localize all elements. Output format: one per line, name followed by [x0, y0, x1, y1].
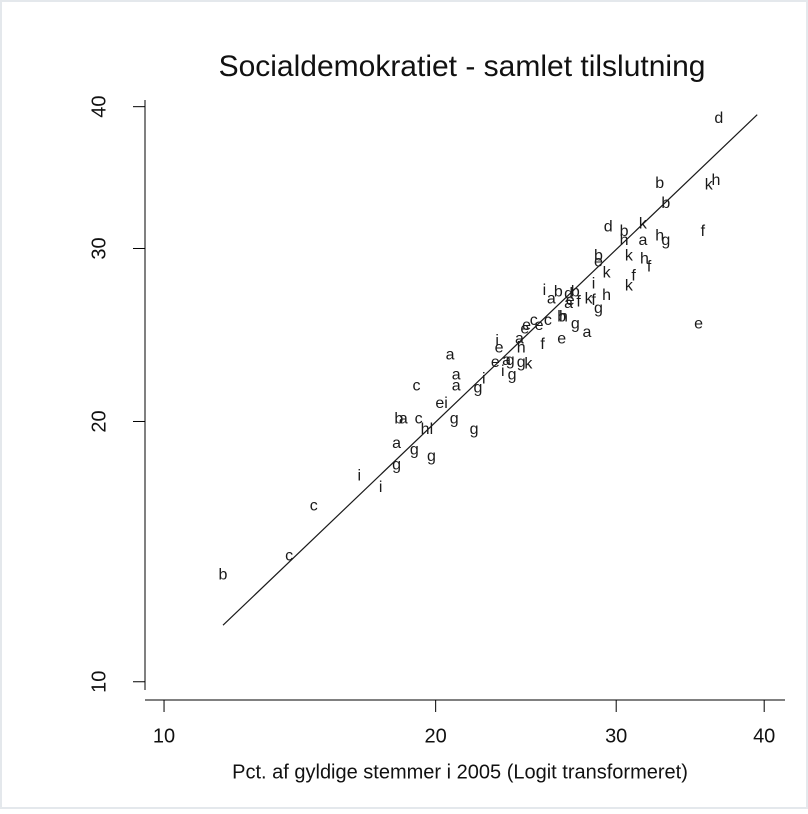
- point-label: a: [452, 378, 461, 395]
- point-label: a: [515, 331, 524, 348]
- point-label: c: [544, 312, 552, 329]
- point-label: a: [392, 435, 401, 452]
- point-label: g: [470, 421, 479, 438]
- point-label: a: [452, 367, 461, 384]
- point-label: g: [474, 380, 483, 397]
- point-label: c: [310, 498, 318, 515]
- point-label: a: [564, 295, 573, 312]
- point-label: a: [399, 411, 408, 428]
- point-label: h: [712, 172, 721, 189]
- point-label: f: [631, 268, 636, 285]
- point-label: f: [576, 294, 581, 311]
- point-label: a: [583, 324, 592, 341]
- x-tick-label: 10: [153, 725, 175, 747]
- point-label: e: [557, 331, 566, 348]
- point-label: a: [502, 352, 511, 369]
- point-label: d: [564, 285, 573, 302]
- point-label: h: [620, 232, 629, 249]
- point-label: i: [444, 395, 448, 412]
- point-label: e: [535, 317, 544, 334]
- point-label: b: [655, 175, 664, 192]
- point-label: h: [655, 228, 664, 245]
- point-label: k: [625, 247, 634, 264]
- point-label: g: [506, 352, 515, 369]
- chart-title: Socialdemokratiet - samlet tilslutning: [219, 50, 706, 83]
- point-label: e: [491, 354, 500, 371]
- point-label: g: [450, 411, 459, 428]
- point-label: k: [705, 176, 714, 193]
- point-label: g: [517, 354, 526, 371]
- point-label: f: [647, 258, 652, 275]
- point-label: i: [379, 479, 383, 496]
- point-label: b: [394, 411, 403, 428]
- point-label: b: [557, 308, 566, 325]
- y-tick-label: 20: [88, 410, 110, 432]
- point-label: g: [410, 442, 419, 459]
- point-label: b: [661, 195, 670, 212]
- point-label: h: [640, 250, 649, 267]
- point-label: k: [524, 356, 533, 373]
- point-label: f: [701, 223, 706, 240]
- point-label: g: [508, 367, 517, 384]
- point-label: c: [530, 312, 538, 329]
- point-label: i: [501, 363, 505, 380]
- point-label: d: [604, 219, 613, 236]
- point-label: i: [482, 370, 486, 387]
- point-label: e: [694, 315, 703, 332]
- point-label: f: [591, 292, 596, 309]
- point-label: g: [427, 448, 436, 465]
- point-label: b: [571, 284, 580, 301]
- point-label: a: [446, 347, 455, 364]
- point-label: e: [522, 317, 531, 334]
- point-label: b: [620, 223, 629, 240]
- point-label: e: [435, 395, 444, 412]
- point-label: b: [554, 284, 563, 301]
- point-label: h: [602, 287, 611, 304]
- point-label: i: [358, 468, 362, 485]
- point-label: d: [714, 110, 723, 127]
- point-label: k: [585, 290, 594, 307]
- point-label: c: [412, 378, 420, 395]
- point-label: h: [559, 308, 568, 325]
- point-label: f: [540, 336, 545, 353]
- point-label: a: [638, 232, 647, 249]
- x-tick-label: 40: [753, 725, 775, 747]
- y-tick-label: 10: [88, 671, 110, 693]
- point-label: g: [392, 457, 401, 474]
- point-label: h: [517, 339, 526, 356]
- fit-line: [222, 114, 758, 626]
- point-label: b: [219, 567, 228, 584]
- y-tick-label: 30: [88, 237, 110, 259]
- point-label: e: [495, 339, 504, 356]
- point-label: c: [415, 411, 423, 428]
- point-label: k: [625, 277, 634, 294]
- point-label: e: [566, 292, 575, 309]
- point-label: i: [543, 282, 547, 299]
- x-tick-label: 30: [605, 725, 627, 747]
- point-label: e: [594, 254, 603, 271]
- x-axis-label: Pct. af gyldige stemmer i 2005 (Logit tr…: [232, 761, 688, 783]
- point-label: i: [495, 332, 499, 349]
- point-label: i: [592, 276, 596, 293]
- point-label: a: [547, 290, 556, 307]
- point-label: g: [661, 232, 670, 249]
- y-tick-label: 40: [88, 96, 110, 118]
- point-label: c: [285, 548, 293, 565]
- point-label: e: [520, 320, 529, 337]
- point-label: g: [571, 315, 580, 332]
- point-label: h: [421, 421, 430, 438]
- point-label: l: [430, 421, 434, 438]
- x-tick-label: 20: [425, 725, 447, 747]
- point-label: k: [603, 265, 612, 282]
- point-label: g: [594, 300, 603, 317]
- point-label: b: [594, 247, 603, 264]
